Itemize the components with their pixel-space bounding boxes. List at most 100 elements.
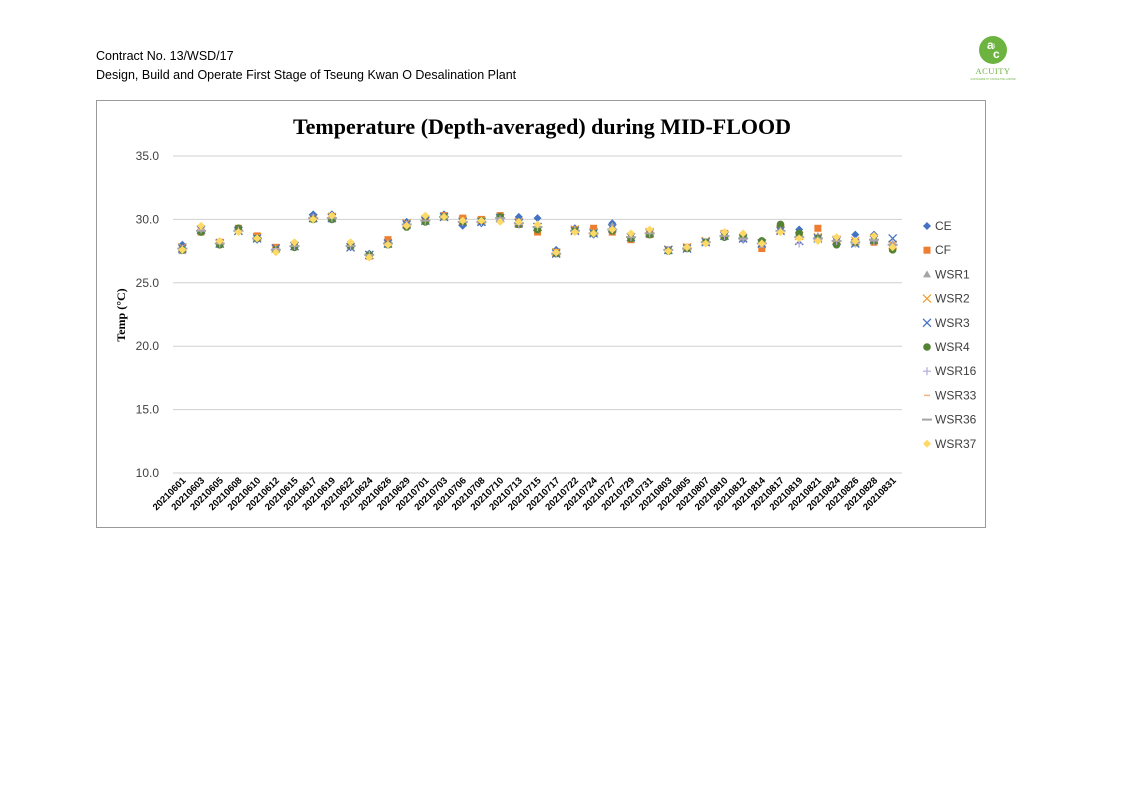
legend-item: CF bbox=[923, 243, 951, 257]
data-point bbox=[888, 233, 898, 243]
data-point bbox=[458, 216, 467, 225]
legend-label: WSR36 bbox=[935, 413, 977, 427]
data-point bbox=[570, 228, 579, 237]
data-point bbox=[795, 229, 803, 238]
svg-text:a: a bbox=[987, 38, 994, 52]
y-tick-label: 35.0 bbox=[136, 149, 160, 163]
data-point bbox=[514, 217, 523, 226]
data-point bbox=[253, 234, 262, 243]
data-point bbox=[795, 234, 804, 243]
data-point bbox=[888, 243, 897, 252]
data-point bbox=[590, 224, 598, 232]
logo-text: ACUITY bbox=[975, 66, 1010, 76]
y-tick-label: 25.0 bbox=[136, 276, 160, 290]
data-point bbox=[701, 239, 710, 248]
y-tick-label: 30.0 bbox=[136, 212, 160, 226]
data-point bbox=[851, 236, 860, 245]
contract-number: Contract No. 13/WSD/17 bbox=[96, 49, 234, 63]
data-point bbox=[533, 214, 542, 223]
legend: CE CF WSR1 WSR2 WSR3 WSR4 WSR16 WSR33 WSR36 WSR37 bbox=[922, 219, 977, 451]
legend-label: WSR3 bbox=[935, 316, 970, 330]
legend-label: WSR37 bbox=[935, 437, 977, 451]
data-point bbox=[346, 238, 355, 247]
data-point bbox=[365, 253, 374, 262]
data-point bbox=[813, 236, 822, 245]
legend-label: WSR1 bbox=[935, 267, 970, 281]
data-point bbox=[440, 212, 449, 221]
data-point bbox=[869, 231, 878, 240]
data-point bbox=[664, 247, 673, 256]
legend-marker bbox=[923, 343, 931, 351]
data-point bbox=[271, 248, 280, 257]
document-header: Contract No. 13/WSD/17 Design, Build and… bbox=[96, 47, 516, 85]
data-point bbox=[197, 221, 206, 230]
data-point bbox=[514, 212, 523, 221]
y-tick-label: 20.0 bbox=[136, 339, 160, 353]
x-tick-labels: 2021060120210603202106052021060820210610… bbox=[151, 475, 899, 513]
chart-area: Temperature (Depth-averaged) during MID-… bbox=[96, 100, 986, 528]
data-point bbox=[552, 248, 561, 257]
legend-marker bbox=[923, 246, 931, 254]
legend-marker bbox=[923, 222, 931, 230]
legend-item: WSR3 bbox=[922, 316, 970, 330]
legend-label: CE bbox=[935, 219, 952, 233]
data-point bbox=[851, 230, 860, 239]
data-point bbox=[757, 239, 766, 248]
data-point bbox=[739, 229, 748, 238]
legend-item: CE bbox=[923, 219, 952, 233]
gridlines bbox=[173, 155, 902, 474]
data-point bbox=[608, 225, 617, 234]
y-axis-label: Temp (°C) bbox=[114, 288, 128, 341]
legend-marker bbox=[923, 270, 931, 278]
data-point bbox=[533, 220, 542, 229]
y-tick-label: 10.0 bbox=[136, 466, 160, 480]
data-point bbox=[776, 228, 785, 237]
acuity-logo-icon: a c s ACUITY SUSTAINABILITY CONSULTING L… bbox=[970, 36, 1016, 81]
legend-marker bbox=[922, 318, 932, 328]
data-point bbox=[720, 228, 729, 237]
data-point bbox=[309, 215, 318, 224]
legend-label: CF bbox=[935, 243, 951, 257]
data-point bbox=[178, 245, 187, 254]
legend-item: WSR4 bbox=[923, 340, 970, 354]
logo-subtext: SUSTAINABILITY CONSULTING LIMITED bbox=[970, 78, 1016, 81]
data-point bbox=[758, 245, 766, 253]
data-point bbox=[290, 238, 299, 247]
legend-label: WSR16 bbox=[935, 364, 977, 378]
data-point bbox=[383, 240, 392, 249]
data-point bbox=[589, 229, 598, 238]
data-point bbox=[814, 224, 822, 232]
project-title: Design, Build and Operate First Stage of… bbox=[96, 68, 517, 82]
y-tick-label: 15.0 bbox=[136, 403, 160, 417]
legend-marker bbox=[922, 294, 932, 304]
legend-item: WSR16 bbox=[923, 364, 977, 378]
data-point bbox=[421, 211, 430, 220]
legend-item: WSR33 bbox=[924, 388, 977, 402]
data-point bbox=[683, 243, 692, 252]
data-point bbox=[832, 233, 841, 242]
chart-title: Temperature (Depth-averaged) during MID-… bbox=[293, 114, 791, 139]
temperature-chart: Temperature (Depth-averaged) during MID-… bbox=[114, 114, 977, 513]
legend-item: WSR1 bbox=[923, 267, 970, 281]
legend-item: WSR37 bbox=[923, 437, 977, 451]
legend-marker bbox=[923, 367, 931, 376]
legend-item: WSR36 bbox=[922, 413, 977, 427]
data-point bbox=[327, 211, 336, 220]
acuity-logo: a c s ACUITY SUSTAINABILITY CONSULTING L… bbox=[968, 34, 1018, 82]
data-point bbox=[776, 220, 785, 229]
data-point bbox=[477, 216, 486, 225]
data-point bbox=[496, 217, 505, 226]
legend-marker bbox=[923, 439, 931, 448]
svg-text:s: s bbox=[991, 41, 996, 50]
data-points bbox=[177, 210, 898, 262]
data-point bbox=[215, 236, 224, 245]
data-point bbox=[645, 225, 654, 234]
legend-label: WSR2 bbox=[935, 292, 970, 306]
legend-label: WSR4 bbox=[935, 340, 970, 354]
svg-text:c: c bbox=[993, 47, 1000, 61]
legend-label: WSR33 bbox=[935, 388, 977, 402]
series-wsr37 bbox=[178, 211, 897, 262]
data-point bbox=[234, 228, 243, 237]
legend-item: WSR2 bbox=[922, 292, 970, 306]
data-point bbox=[402, 221, 411, 230]
